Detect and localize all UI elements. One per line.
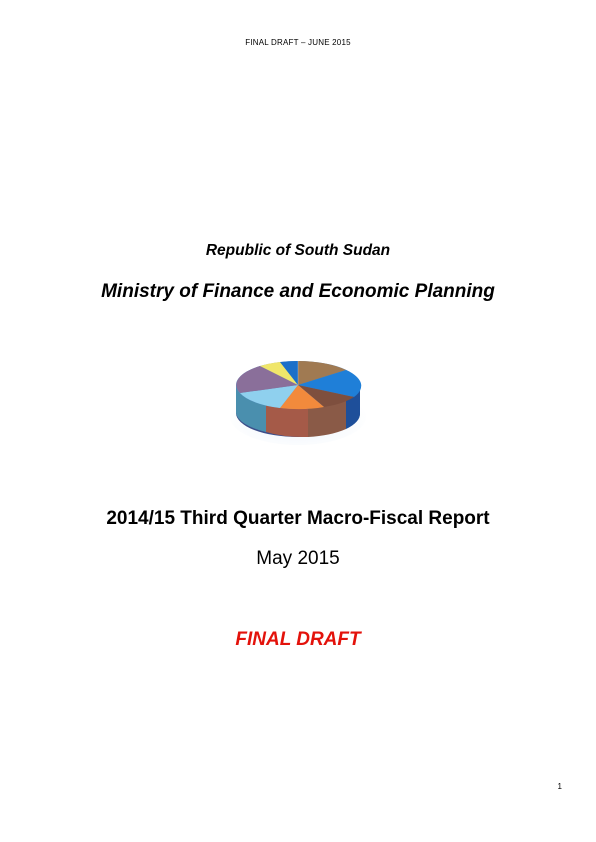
country-name: Republic of South Sudan xyxy=(205,242,391,259)
page-header: FINAL DRAFT – JUNE 2015 xyxy=(245,38,351,47)
report-title: 2014/15 Third Quarter Macro-Fiscal Repor… xyxy=(106,508,490,529)
draft-label: FINAL DRAFT xyxy=(235,629,361,650)
ministry-name: Ministry of Finance and Economic Plannin… xyxy=(101,281,495,302)
report-date: May 2015 xyxy=(256,548,340,569)
3d-pie-chart-icon xyxy=(228,355,368,447)
pie-logo-graphic xyxy=(230,360,366,445)
page-number: 1 xyxy=(557,782,562,791)
